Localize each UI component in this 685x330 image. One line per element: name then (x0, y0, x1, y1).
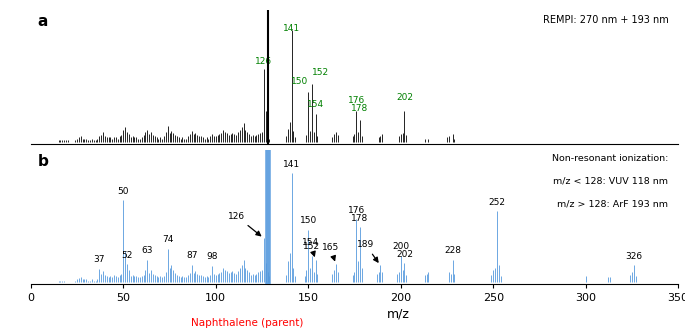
Text: 176: 176 (348, 206, 365, 214)
Text: m/z < 128: VUV 118 nm: m/z < 128: VUV 118 nm (553, 177, 669, 185)
Text: 202: 202 (396, 250, 413, 259)
Text: 152: 152 (303, 242, 321, 251)
Text: 178: 178 (351, 104, 369, 113)
Text: 87: 87 (186, 251, 197, 260)
Text: 252: 252 (488, 198, 506, 207)
Text: 126: 126 (228, 212, 260, 236)
Text: REMPI: 270 nm + 193 nm: REMPI: 270 nm + 193 nm (543, 15, 669, 25)
Text: 74: 74 (162, 235, 173, 244)
Text: 189: 189 (357, 240, 378, 262)
Text: m/z: m/z (387, 308, 410, 321)
Text: 98: 98 (206, 252, 218, 261)
Text: Naphthalene (parent): Naphthalene (parent) (191, 318, 303, 328)
Text: 154: 154 (301, 238, 319, 256)
Text: 141: 141 (283, 160, 300, 169)
Text: m/z > 128: ArF 193 nm: m/z > 128: ArF 193 nm (558, 199, 669, 208)
Text: 50: 50 (118, 187, 129, 196)
Text: 178: 178 (351, 214, 369, 223)
Text: 200: 200 (392, 242, 409, 251)
Text: 141: 141 (283, 24, 300, 33)
Text: 176: 176 (348, 96, 365, 105)
Text: 150: 150 (291, 77, 308, 86)
Text: a: a (37, 14, 48, 29)
Text: 126: 126 (256, 57, 273, 66)
Text: 63: 63 (142, 246, 153, 254)
Text: 165: 165 (322, 244, 339, 260)
Text: Non-resonant ionization:: Non-resonant ionization: (552, 153, 669, 163)
Text: 228: 228 (444, 246, 461, 254)
Text: 152: 152 (312, 68, 329, 77)
Text: 52: 52 (121, 251, 133, 260)
Text: 37: 37 (94, 255, 105, 264)
Text: 202: 202 (396, 93, 413, 102)
Text: b: b (37, 153, 48, 169)
Text: 326: 326 (625, 252, 643, 261)
Text: 150: 150 (299, 216, 317, 225)
Text: 154: 154 (307, 100, 324, 110)
